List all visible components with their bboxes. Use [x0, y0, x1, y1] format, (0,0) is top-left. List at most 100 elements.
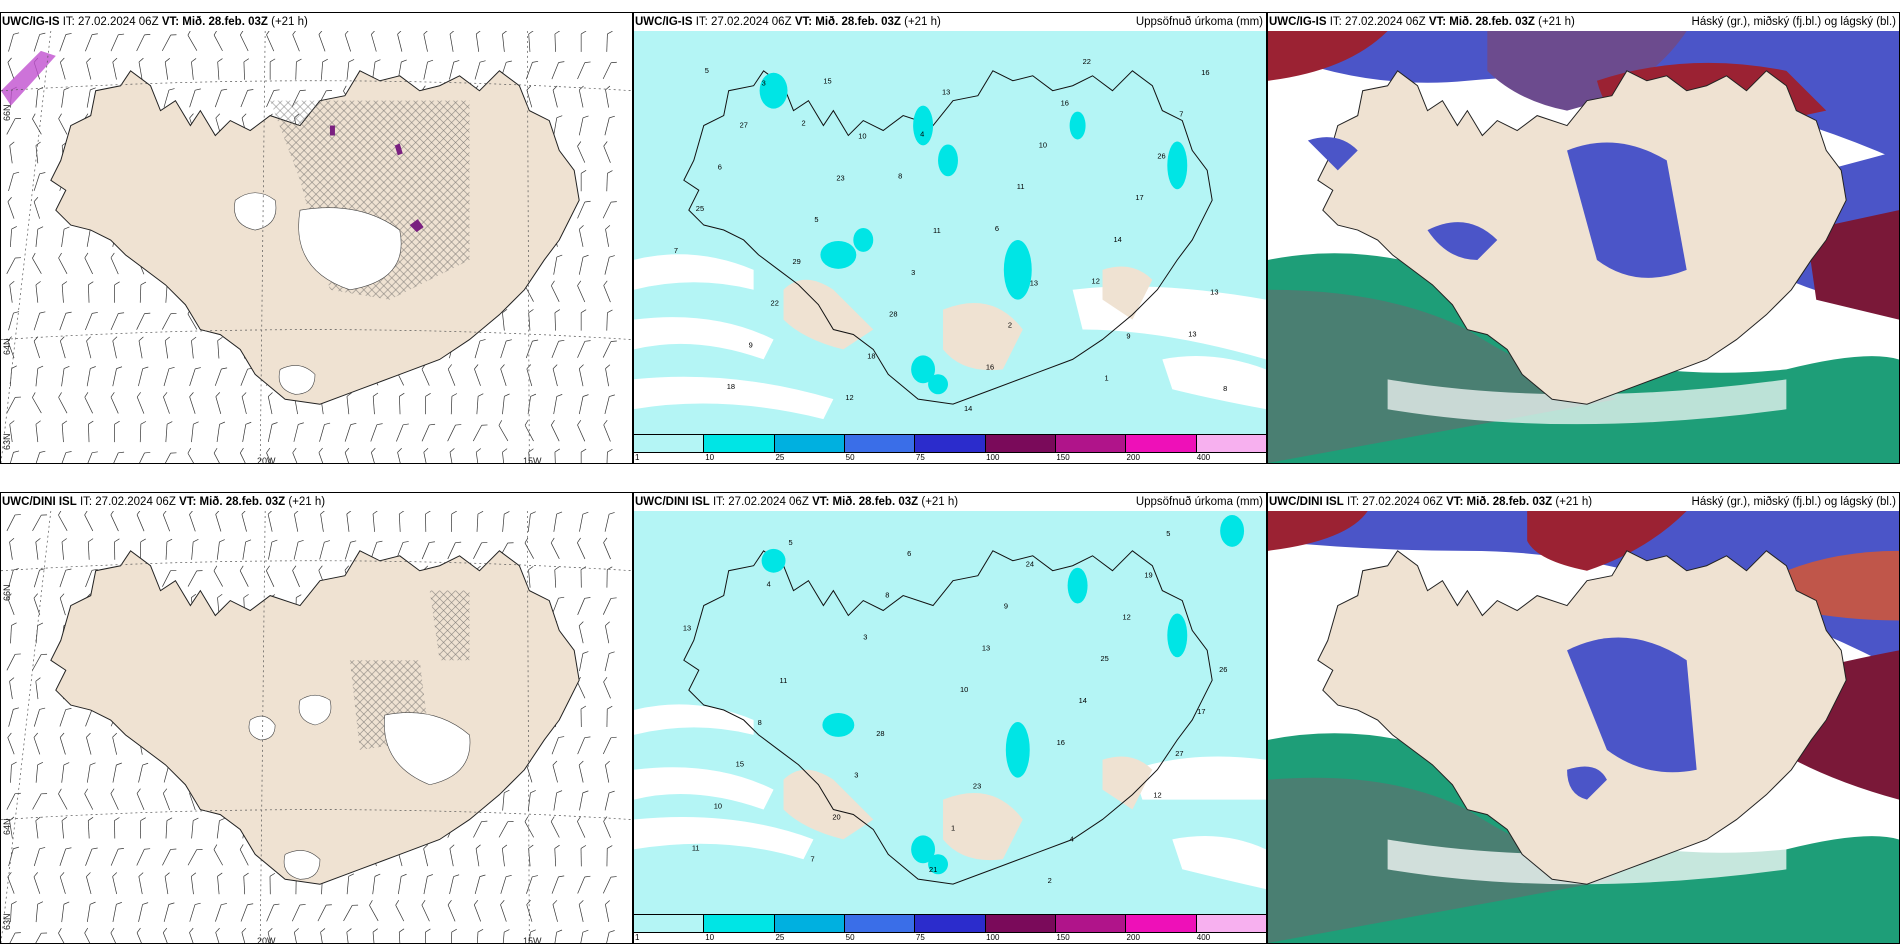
- colorbar-labels: 1 10 25 50 75 100 150 200 400: [634, 933, 1266, 943]
- panel-title: UWC/DINI ISL IT: 27.02.2024 06Z VT: Mið.…: [634, 493, 1266, 511]
- wind-map: [1, 31, 632, 463]
- lat-label-64: 64N: [2, 338, 12, 355]
- precip-value: 15: [823, 77, 831, 86]
- precip-value: 7: [1179, 110, 1183, 119]
- precip-value: 16: [1057, 738, 1065, 747]
- precip-map-svg: 5286121318154111413912131017722181416262…: [634, 31, 1266, 435]
- cloud-map-svg: [1268, 31, 1899, 463]
- lead-time: (+21 h): [1555, 496, 1593, 508]
- precip-value: 17: [1135, 193, 1143, 202]
- valid-time: Mið. 28.feb. 03Z: [832, 496, 919, 508]
- colorbar-swatch: [774, 915, 845, 932]
- valid-time: Mið. 28.feb. 03Z: [182, 16, 268, 28]
- precip-value: 18: [867, 351, 875, 360]
- colorbar-label: 25: [775, 453, 785, 462]
- precip-value: 5: [789, 538, 793, 547]
- colorbar-label: 400: [1196, 933, 1211, 942]
- lon-label-20: 20W: [257, 936, 276, 944]
- lead-time: (+21 h): [1538, 16, 1575, 28]
- precip-value: 22: [771, 299, 779, 308]
- precip-values: 5286121318154111413912131017722181416262…: [674, 57, 1227, 413]
- panel-title: UWC/IG-IS IT: 27.02.2024 06Z VT: Mið. 28…: [634, 13, 1266, 31]
- precip-value: 23: [973, 782, 981, 791]
- panel-wind-top: UWC/IG-IS IT: 27.02.2024 06Z VT: Mið. 28…: [0, 12, 633, 464]
- lat-label-66: 66N: [2, 584, 12, 601]
- precip-value: 10: [858, 131, 866, 140]
- cloud-map: [1268, 511, 1899, 943]
- wind-map-svg: [1, 511, 632, 943]
- panel-clouds-bottom: UWC/DINI ISL IT: 27.02.2024 06Z VT: Mið.…: [1267, 492, 1900, 944]
- lon-label-15: 15W: [523, 456, 542, 464]
- colorbar-label: 150: [1056, 453, 1070, 462]
- lead-time: (+21 h): [904, 16, 941, 28]
- wind-map: [1, 511, 632, 943]
- precip-value: 3: [863, 632, 867, 641]
- precip-value: 15: [736, 760, 744, 769]
- model-name: UWC/DINI ISL: [2, 496, 77, 508]
- precip-value: 6: [718, 162, 722, 171]
- colorbar-label: 10: [705, 933, 715, 942]
- precip-values: 4310161211581314271076925171520212412268…: [683, 529, 1228, 885]
- lon-label-15: 15W: [523, 936, 542, 944]
- colorbar-label: 1: [635, 933, 640, 942]
- colorbar-swatch: [1196, 915, 1266, 932]
- precip-value: 11: [780, 676, 788, 685]
- colorbar-swatch: [915, 915, 986, 932]
- precip-value: 5: [1166, 529, 1170, 538]
- precip-value: 2: [801, 119, 805, 128]
- precip-value: 9: [749, 340, 753, 349]
- colorbar-swatch: [985, 915, 1056, 932]
- colorbar-swatch: [915, 435, 986, 452]
- precip-value: 7: [810, 854, 814, 863]
- precip-value: 26: [1157, 151, 1165, 160]
- precip-value: 6: [995, 224, 999, 233]
- lat-label-66: 66N: [2, 104, 12, 121]
- colorbar-label: 75: [915, 453, 925, 462]
- clouds-title: Háský (gr.), miðský (fj.bl.) og lágský (…: [1691, 493, 1896, 511]
- colorbar-swatch: [704, 435, 775, 452]
- precip-value: 5: [705, 66, 709, 75]
- lat-label-64: 64N: [2, 818, 12, 835]
- valid-label: VT:: [179, 496, 197, 508]
- init-time: IT: 27.02.2024 06Z: [62, 16, 159, 28]
- colorbar-label: 50: [845, 933, 855, 942]
- precip-value: 2: [1048, 876, 1052, 885]
- precip-value: 18: [727, 382, 735, 391]
- precip-value: 25: [696, 204, 704, 213]
- precip-value: 13: [683, 623, 691, 632]
- precip-map-svg: 4310161211581314271076925171520212412268…: [634, 511, 1266, 915]
- lat-label-63: 63N: [2, 433, 12, 450]
- colorbar-swatch: [1055, 435, 1127, 452]
- precip-value: 20: [832, 812, 840, 821]
- colorbar-labels: 1 10 25 50 75 100 150 200 400: [634, 453, 1266, 463]
- precip-value: 12: [1153, 791, 1161, 800]
- precip-blobs: [761, 514, 1245, 875]
- precip-value: 28: [876, 729, 884, 738]
- colorbar-swatch: [1126, 435, 1197, 452]
- precip-value: 9: [1004, 602, 1008, 611]
- colorbar-label: 50: [845, 453, 855, 462]
- model-name: UWC/DINI ISL: [635, 496, 710, 508]
- lead-time: (+21 h): [288, 496, 326, 508]
- valid-time: Mið. 28.feb. 03Z: [1466, 496, 1553, 508]
- colorbar-label: 100: [986, 933, 1000, 942]
- valid-label: VT:: [794, 16, 813, 28]
- precip-value: 3: [911, 268, 915, 277]
- init-time: IT: 27.02.2024 06Z: [79, 496, 176, 508]
- panel-precip-bottom: UWC/DINI ISL IT: 27.02.2024 06Z VT: Mið.…: [633, 492, 1267, 944]
- precip-map: 5 2 8 6 12 13 18 15 4 11 14 13 9 12 13 10 17 7 22 18 14 16 26 2…: [634, 31, 1266, 435]
- precip-map: 4 3 10 16 12 11 5 8 13 14 27 10 7 6 9 25 17 15 20 21 24 12 26 8…: [634, 511, 1266, 915]
- model-name: UWC/IG-IS: [2, 16, 60, 28]
- colorbar-label: 400: [1196, 453, 1211, 462]
- init-time: IT: 27.02.2024 06Z: [695, 16, 792, 28]
- precip-value: 8: [885, 591, 889, 600]
- init-time: IT: 27.02.2024 06Z: [1346, 496, 1443, 508]
- precip-value: 11: [933, 226, 941, 235]
- valid-label: VT:: [812, 496, 830, 508]
- colorbar-swatch: [774, 435, 845, 452]
- precip-value: 11: [692, 843, 700, 852]
- precip-value: 7: [674, 246, 678, 255]
- precip-value: 23: [836, 173, 844, 182]
- colorbar-swatch: [844, 435, 916, 452]
- precip-value: 21: [929, 865, 937, 874]
